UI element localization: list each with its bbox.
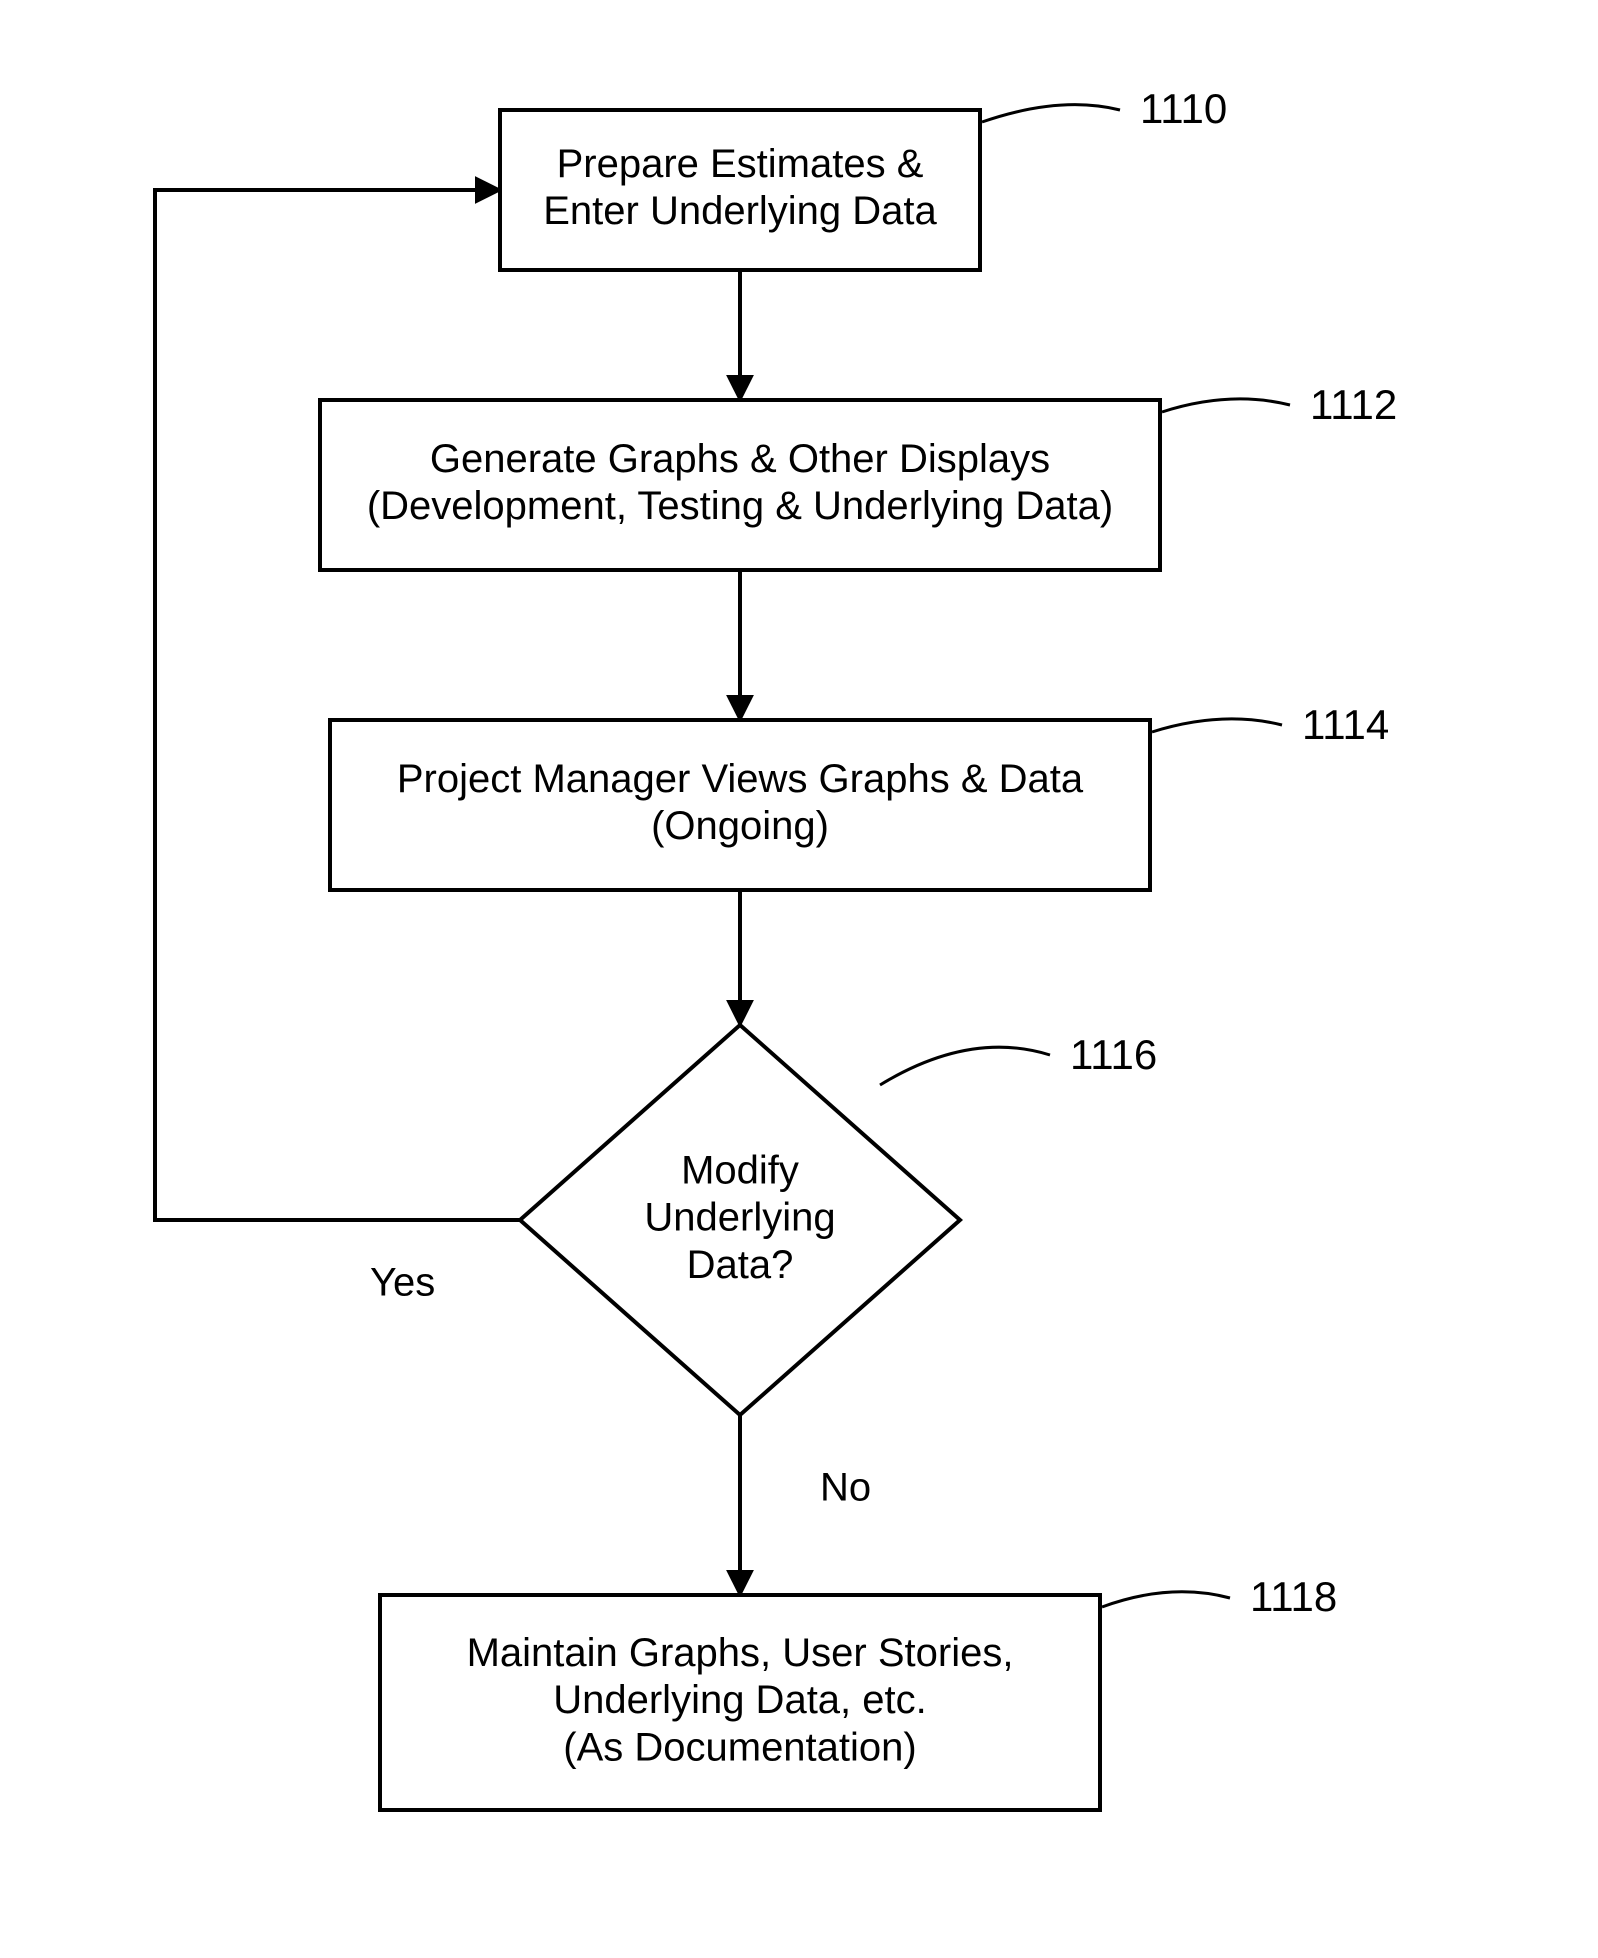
node-text-n1112-line1: (Development, Testing & Underlying Data)	[367, 484, 1113, 528]
node-text-n1112-line0: Generate Graphs & Other Displays	[430, 437, 1050, 481]
node-text-n1118-line0: Maintain Graphs, User Stories,	[467, 1631, 1014, 1675]
node-text-n1118-line2: (As Documentation)	[563, 1725, 916, 1769]
nodes-layer: Prepare Estimates &Enter Underlying Data…	[320, 85, 1397, 1810]
node-text-n1114-line1: (Ongoing)	[651, 804, 829, 848]
ref-leader-n1110	[982, 105, 1120, 122]
ref-label-n1112: 1112	[1310, 381, 1397, 428]
node-text-n1116-line2: Data?	[687, 1243, 794, 1287]
ref-label-n1118: 1118	[1250, 1573, 1337, 1620]
ref-leader-n1118	[1102, 1592, 1230, 1607]
edge-label-e5: Yes	[370, 1261, 435, 1305]
ref-label-n1114: 1114	[1302, 701, 1389, 748]
flowchart-canvas: NoYesPrepare Estimates &Enter Underlying…	[0, 0, 1598, 1958]
ref-label-n1110: 1110	[1140, 85, 1227, 132]
ref-leader-n1114	[1152, 719, 1282, 732]
edge-e5	[155, 190, 520, 1220]
node-text-n1116-line1: Underlying	[644, 1196, 835, 1240]
ref-label-n1116: 1116	[1070, 1031, 1157, 1078]
node-text-n1118-line1: Underlying Data, etc.	[553, 1678, 927, 1722]
node-text-n1116-line0: Modify	[681, 1148, 799, 1192]
edge-label-e4: No	[820, 1466, 871, 1510]
node-text-n1110-line0: Prepare Estimates &	[557, 142, 924, 186]
node-text-n1114-line0: Project Manager Views Graphs & Data	[397, 757, 1084, 801]
node-text-n1110-line1: Enter Underlying Data	[543, 189, 937, 233]
ref-leader-n1116	[880, 1047, 1050, 1085]
ref-leader-n1112	[1162, 399, 1290, 412]
